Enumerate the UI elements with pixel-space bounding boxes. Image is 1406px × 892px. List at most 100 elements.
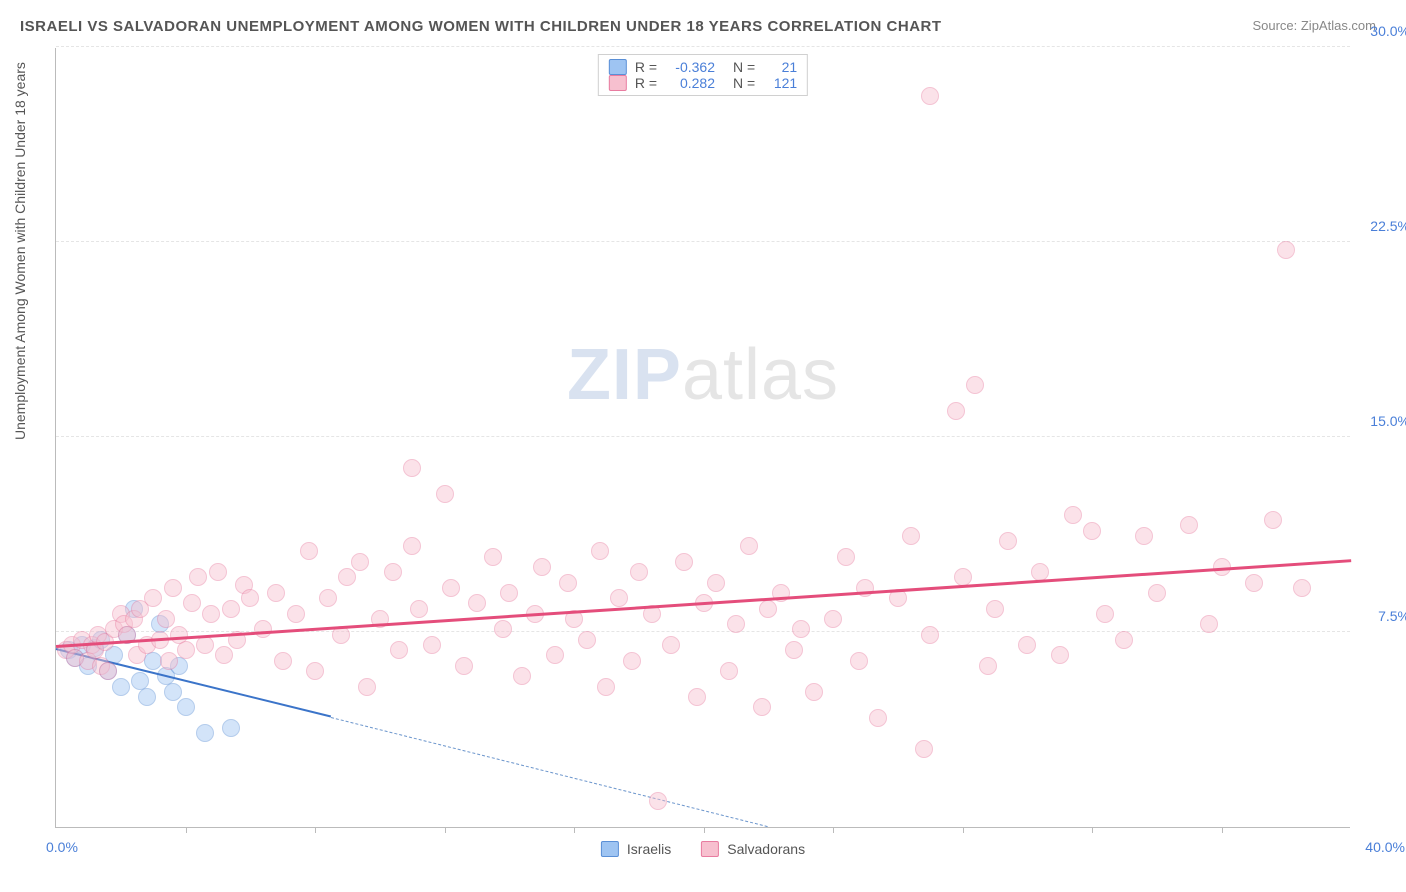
data-point: [1083, 522, 1101, 540]
data-point: [753, 698, 771, 716]
n-value: 21: [763, 59, 797, 75]
data-point: [209, 563, 227, 581]
x-tick: [833, 827, 834, 833]
data-point: [805, 683, 823, 701]
data-point: [578, 631, 596, 649]
data-point: [824, 610, 842, 628]
watermark: ZIPatlas: [567, 334, 839, 416]
correlation-stats-box: R =-0.362N =21R =0.282N =121: [598, 54, 808, 96]
data-point: [533, 558, 551, 576]
data-point: [1051, 646, 1069, 664]
data-point: [189, 568, 207, 586]
data-point: [979, 657, 997, 675]
data-point: [720, 662, 738, 680]
data-point: [1096, 605, 1114, 623]
data-point: [500, 584, 518, 602]
data-point: [202, 605, 220, 623]
source-label: Source:: [1252, 18, 1300, 33]
data-point: [662, 636, 680, 654]
data-point: [1245, 574, 1263, 592]
legend-swatch: [609, 59, 627, 75]
n-value: 121: [763, 75, 797, 91]
data-point: [300, 542, 318, 560]
data-point: [177, 698, 195, 716]
data-point: [1064, 506, 1082, 524]
data-point: [138, 688, 156, 706]
data-point: [1115, 631, 1133, 649]
data-point: [177, 641, 195, 659]
data-point: [164, 683, 182, 701]
data-point: [999, 532, 1017, 550]
data-point: [112, 678, 130, 696]
data-point: [423, 636, 441, 654]
data-point: [1135, 527, 1153, 545]
data-point: [222, 600, 240, 618]
x-axis-origin-label: 0.0%: [46, 839, 78, 855]
data-point: [675, 553, 693, 571]
legend-swatch: [609, 75, 627, 91]
legend-item: Israelis: [601, 841, 671, 857]
data-point: [196, 636, 214, 654]
stats-row: R =0.282N =121: [609, 75, 797, 91]
plot-area: ZIPatlas R =-0.362N =21R =0.282N =121 0.…: [55, 48, 1350, 828]
y-axis-label: Unemployment Among Women with Children U…: [12, 62, 28, 440]
data-point: [966, 376, 984, 394]
data-point: [591, 542, 609, 560]
y-tick-label: 15.0%: [1370, 413, 1406, 429]
data-point: [164, 579, 182, 597]
data-point: [384, 563, 402, 581]
data-point: [869, 709, 887, 727]
data-point: [160, 652, 178, 670]
watermark-zip: ZIP: [567, 335, 682, 415]
data-point: [902, 527, 920, 545]
r-label: R =: [635, 59, 657, 75]
data-point: [436, 485, 454, 503]
data-point: [649, 792, 667, 810]
x-axis-max-label: 40.0%: [1365, 839, 1405, 855]
trend-line-extended: [331, 717, 768, 827]
gridline: [56, 241, 1350, 242]
watermark-atlas: atlas: [682, 335, 839, 415]
x-tick: [574, 827, 575, 833]
data-point: [351, 553, 369, 571]
data-point: [1293, 579, 1311, 597]
data-point: [222, 719, 240, 737]
data-point: [183, 594, 201, 612]
data-point: [306, 662, 324, 680]
data-point: [267, 584, 285, 602]
data-point: [274, 652, 292, 670]
data-point: [947, 402, 965, 420]
data-point: [468, 594, 486, 612]
legend-label: Israelis: [627, 841, 671, 857]
data-point: [630, 563, 648, 581]
data-point: [403, 537, 421, 555]
data-point: [319, 589, 337, 607]
data-point: [484, 548, 502, 566]
data-point: [850, 652, 868, 670]
data-point: [287, 605, 305, 623]
data-point: [740, 537, 758, 555]
data-point: [1180, 516, 1198, 534]
data-point: [546, 646, 564, 664]
y-tick-label: 30.0%: [1370, 23, 1406, 39]
r-value: -0.362: [665, 59, 715, 75]
data-point: [623, 652, 641, 670]
data-point: [215, 646, 233, 664]
x-tick: [1092, 827, 1093, 833]
r-value: 0.282: [665, 75, 715, 91]
x-tick: [315, 827, 316, 833]
chart-title: ISRAELI VS SALVADORAN UNEMPLOYMENT AMONG…: [20, 18, 942, 35]
data-point: [196, 724, 214, 742]
data-point: [986, 600, 1004, 618]
n-label: N =: [733, 75, 755, 91]
data-point: [442, 579, 460, 597]
data-point: [707, 574, 725, 592]
data-point: [157, 610, 175, 628]
legend-item: Salvadorans: [701, 841, 805, 857]
data-point: [785, 641, 803, 659]
legend-swatch: [601, 841, 619, 857]
n-label: N =: [733, 59, 755, 75]
data-point: [610, 589, 628, 607]
x-tick: [1222, 827, 1223, 833]
data-point: [597, 678, 615, 696]
